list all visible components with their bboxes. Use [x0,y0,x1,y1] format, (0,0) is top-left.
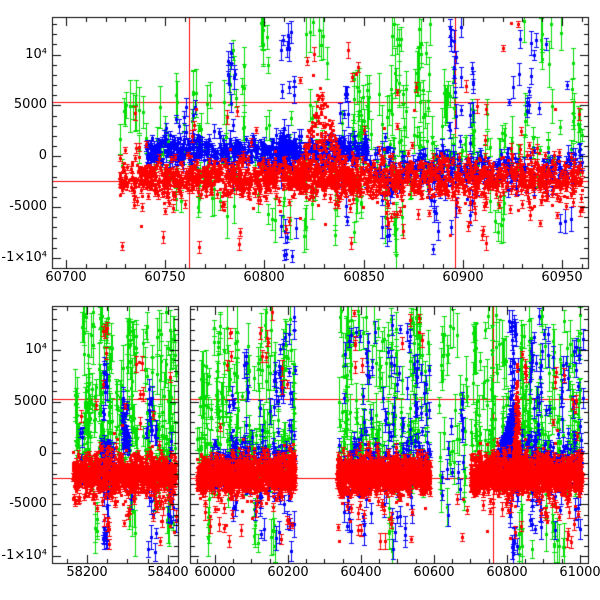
plot-canvas [0,0,600,600]
light-curve-figure: 60700 60750 60800 60850 60900 60950 10⁴ 5000 0 -5… [0,0,600,600]
